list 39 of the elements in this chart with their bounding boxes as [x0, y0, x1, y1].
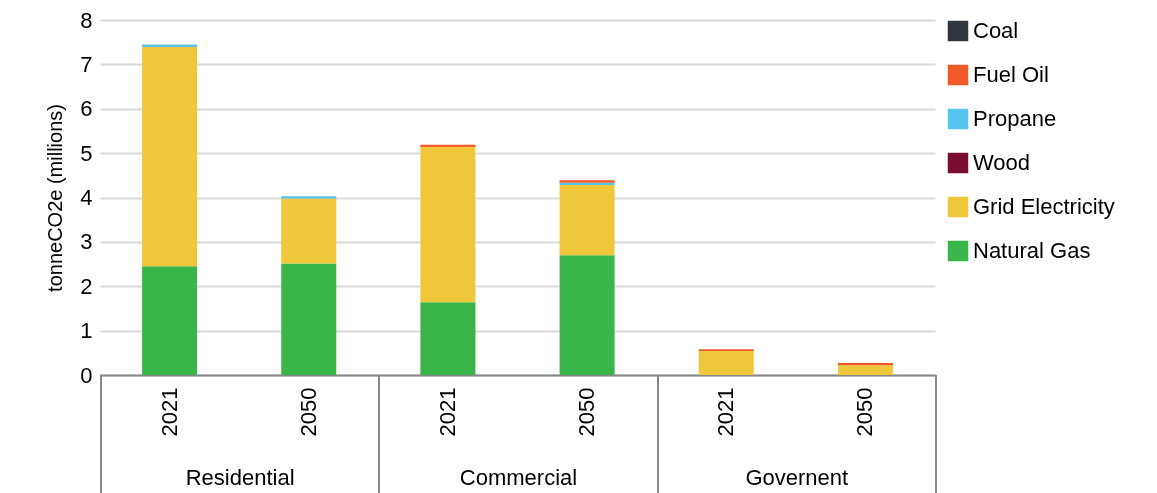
x-tick-label: 2021 — [434, 387, 460, 437]
x-tick-label: 2021 — [156, 387, 182, 437]
bar — [698, 351, 754, 375]
bar — [420, 146, 476, 303]
bar — [420, 144, 476, 147]
y-tick-label: 4 — [80, 185, 93, 210]
bar — [281, 198, 337, 264]
x-tick-label: 2050 — [574, 387, 600, 437]
legend-label: Grid Electricity — [973, 194, 1115, 219]
legend-label: Propane — [973, 106, 1057, 131]
y-tick-label: 5 — [80, 140, 93, 166]
y-tick-label: 3 — [80, 229, 93, 255]
bar — [142, 44, 198, 48]
text: Commercial — [458, 465, 579, 491]
bar — [837, 363, 893, 366]
bar — [142, 266, 198, 375]
y-tick-label: 1 — [80, 318, 93, 344]
legend-label: Fuel Oil — [973, 62, 1049, 87]
y-tick-label: 0 — [80, 362, 93, 388]
bar — [281, 263, 337, 375]
bar — [420, 302, 476, 375]
bar — [281, 196, 337, 199]
x-tick-label: 2050 — [295, 387, 321, 437]
legend-label: Coal — [973, 18, 1019, 43]
text: Governent — [744, 465, 850, 491]
x-tick-label: 2021 — [713, 387, 739, 437]
y-axis-title: tonneCO2e (millions) — [44, 104, 67, 292]
y-tick-label: 2 — [80, 273, 93, 299]
bar — [559, 185, 615, 256]
legend-label: Wood — [973, 150, 1031, 175]
y-tick-label: 7 — [80, 51, 93, 77]
text: Residential — [184, 465, 296, 491]
bar — [559, 255, 615, 375]
y-tick-label: 8 — [80, 7, 93, 33]
x-tick-label: 2050 — [852, 387, 878, 437]
y-tick-label: 6 — [80, 96, 93, 122]
bar — [142, 47, 198, 267]
bar — [837, 365, 893, 375]
legend-label: Natural Gas — [973, 238, 1091, 263]
